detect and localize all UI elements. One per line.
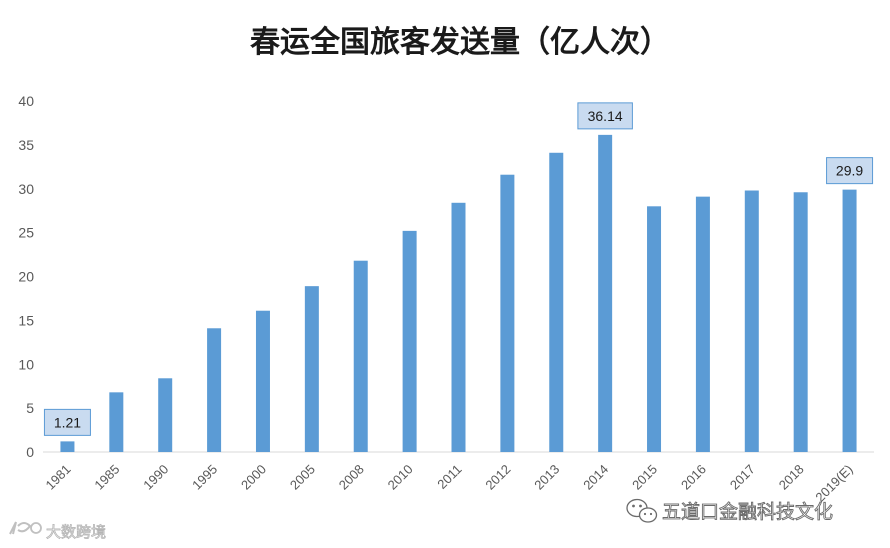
x-tick-label: 2011 bbox=[434, 462, 464, 492]
y-tick-label: 30 bbox=[18, 181, 34, 197]
x-axis-ticks: 1981 1985 1990 1995 2000 2005 2008 2010 2011 2012… bbox=[43, 462, 856, 505]
bars-group bbox=[60, 134, 857, 452]
bar bbox=[744, 190, 759, 452]
bar bbox=[207, 328, 222, 452]
y-tick-label: 40 bbox=[18, 93, 34, 109]
bar bbox=[647, 206, 662, 452]
bar bbox=[402, 230, 417, 452]
bar bbox=[60, 441, 75, 452]
x-tick-label: 2019(E) bbox=[812, 462, 855, 505]
x-tick-label: 1985 bbox=[91, 462, 122, 493]
data-label-box bbox=[577, 102, 633, 130]
bar bbox=[353, 260, 368, 452]
y-tick-label: 20 bbox=[18, 269, 34, 285]
x-tick-label: 2010 bbox=[385, 462, 416, 493]
bar bbox=[304, 286, 319, 452]
y-tick-label: 10 bbox=[18, 356, 34, 372]
x-tick-label: 2000 bbox=[238, 462, 269, 493]
x-tick-label: 2005 bbox=[287, 462, 318, 493]
bar bbox=[598, 134, 613, 452]
watermark-right-text: 五道口金融科技文化 bbox=[662, 501, 833, 523]
kcb-logo-icon bbox=[9, 521, 42, 535]
bar bbox=[255, 310, 270, 452]
x-tick-label: 2015 bbox=[629, 462, 660, 493]
data-label: 29.9 bbox=[836, 163, 863, 179]
y-tick-label: 0 bbox=[26, 444, 34, 460]
bar bbox=[158, 378, 173, 452]
chart-title: 春运全国旅客发送量（亿人次） bbox=[250, 25, 670, 60]
x-tick-label: 2008 bbox=[336, 462, 367, 493]
y-tick-label: 5 bbox=[26, 400, 34, 416]
x-tick-label: 2017 bbox=[727, 462, 758, 493]
x-tick-label: 2013 bbox=[531, 462, 562, 493]
bar bbox=[451, 202, 466, 452]
watermark-left: 大数跨境 bbox=[9, 521, 106, 541]
x-tick-label: 2016 bbox=[678, 462, 709, 493]
bar bbox=[793, 192, 808, 452]
x-tick-label: 2018 bbox=[776, 462, 807, 493]
data-labels-group: 1.21 36.14 29.9 bbox=[43, 102, 874, 436]
bar bbox=[549, 152, 564, 452]
watermark-left-text: 大数跨境 bbox=[46, 523, 106, 541]
bar bbox=[500, 174, 515, 452]
y-tick-label: 25 bbox=[18, 225, 34, 241]
y-tick-label: 15 bbox=[18, 312, 34, 328]
bar bbox=[695, 196, 710, 452]
data-label-box bbox=[43, 408, 91, 436]
y-axis: 0 5 10 15 20 25 30 35 40 bbox=[18, 93, 34, 460]
x-tick-label: 2012 bbox=[482, 462, 513, 493]
x-tick-label: 1981 bbox=[43, 462, 74, 493]
x-tick-label: 2014 bbox=[580, 462, 611, 493]
data-label: 1.21 bbox=[54, 414, 81, 430]
data-label: 36.14 bbox=[588, 108, 623, 124]
bar bbox=[842, 189, 857, 452]
y-tick-label: 35 bbox=[18, 137, 34, 153]
watermark-right: 五道口金融科技文化 bbox=[626, 498, 833, 523]
data-label-box bbox=[826, 157, 874, 185]
x-tick-label: 1995 bbox=[189, 462, 220, 493]
x-tick-label: 1990 bbox=[140, 462, 171, 493]
bar bbox=[109, 392, 124, 452]
wechat-icon bbox=[626, 498, 658, 523]
